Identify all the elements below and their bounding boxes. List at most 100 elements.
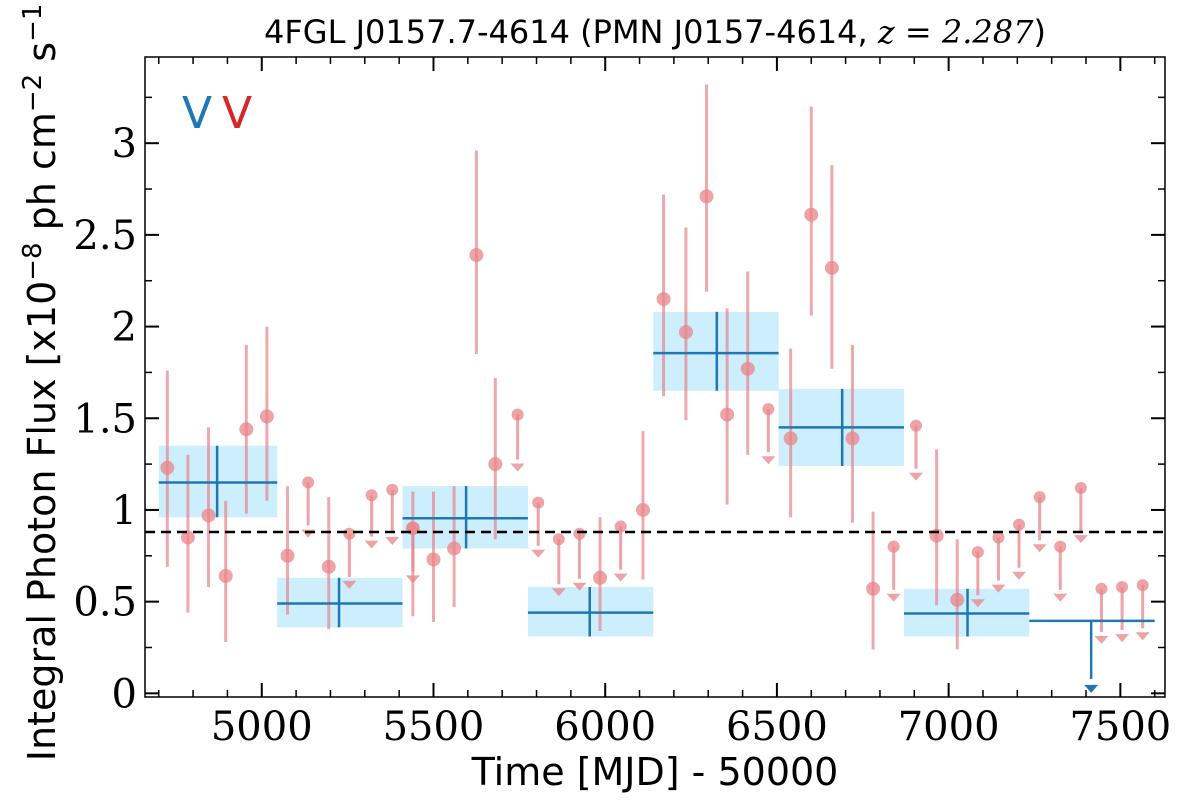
fine-point-2 — [201, 508, 216, 523]
x-tick-label-1: 5500 — [383, 704, 485, 750]
fine-point-17 — [699, 189, 714, 204]
fine-point-0 — [160, 460, 175, 475]
fine-upper-limit-arrow-13 — [970, 599, 985, 608]
chart-title-close: ) — [1033, 13, 1045, 51]
fine-upper-limit-arrow-2 — [364, 540, 379, 549]
fine-point-6 — [280, 548, 295, 563]
x-axis-label: Time [MJD] - 50000 — [471, 750, 839, 794]
fine-upper-limit-arrow-1 — [342, 580, 357, 589]
fine-upper-limit-marker-2 — [365, 489, 378, 502]
fine-point-26 — [950, 592, 965, 607]
fine-point-18 — [720, 407, 735, 422]
y-tick-label-4: 2 — [112, 305, 137, 351]
y-tick-label-2: 1 — [112, 488, 137, 534]
fine-upper-limit-arrow-4 — [405, 575, 420, 584]
fine-upper-limit-arrow-15 — [1012, 571, 1027, 580]
fine-upper-limit-arrow-6 — [531, 549, 546, 558]
binned-upper-limit-arrow-0 — [1084, 684, 1099, 693]
fine-point-10 — [447, 541, 462, 556]
fine-point-12 — [488, 457, 503, 472]
y-axis-label-unit: ph cm — [20, 112, 64, 242]
fine-point-24 — [866, 581, 881, 596]
fine-upper-limit-marker-21 — [1136, 579, 1149, 592]
fine-point-3 — [218, 568, 233, 583]
fine-upper-limit-arrow-21 — [1135, 632, 1150, 641]
fine-upper-limit-marker-5 — [511, 408, 524, 421]
fine-upper-limit-arrow-20 — [1115, 634, 1130, 643]
fine-upper-limit-arrow-14 — [991, 584, 1006, 593]
y-axis-label: Integral Photon Flux [x10−8 ph cm−2 s−1] — [18, 0, 64, 761]
y-tick-label-5: 2.5 — [73, 213, 137, 259]
fine-upper-limit-arrow-9 — [613, 573, 628, 582]
fine-upper-limit-marker-6 — [532, 496, 545, 509]
fine-point-15 — [656, 292, 671, 307]
series-tag-1: V — [222, 88, 252, 139]
fine-point-23 — [845, 431, 860, 446]
fine-upper-limit-arrow-12 — [909, 472, 924, 481]
y-axis-label-unit-exp: −2 — [18, 74, 48, 112]
y-tick-label-6: 3 — [112, 121, 137, 167]
plot-frame — [144, 56, 1166, 698]
x-tick-label-5: 7500 — [1069, 704, 1171, 750]
fine-upper-limit-marker-19 — [1095, 582, 1108, 595]
fine-upper-limit-marker-3 — [386, 483, 399, 496]
fine-point-7 — [321, 559, 336, 574]
series-tag-0: V — [182, 88, 212, 139]
fine-upper-limit-arrow-17 — [1053, 593, 1068, 602]
fine-point-20 — [783, 431, 798, 446]
fine-upper-limit-marker-17 — [1054, 540, 1067, 553]
fine-upper-limit-arrow-8 — [572, 582, 587, 591]
fine-upper-limit-arrow-11 — [886, 593, 901, 602]
y-axis-label-s: s — [20, 42, 64, 74]
fine-upper-limit-marker-7 — [552, 533, 565, 546]
fine-point-14 — [635, 502, 650, 517]
fine-upper-limit-marker-1 — [343, 527, 356, 540]
fine-upper-limit-marker-11 — [887, 540, 900, 553]
fine-upper-limit-marker-0 — [302, 476, 315, 489]
fine-upper-limit-arrow-16 — [1032, 544, 1047, 553]
y-tick-label-1: 0.5 — [73, 580, 137, 626]
y-tick-label-3: 1.5 — [73, 396, 137, 442]
fine-point-21 — [804, 207, 819, 222]
fine-upper-limit-marker-12 — [910, 419, 923, 432]
fine-upper-limit-arrow-5 — [510, 463, 525, 472]
fine-upper-limit-arrow-18 — [1073, 535, 1088, 544]
fine-point-4 — [239, 422, 254, 437]
fine-point-5 — [259, 409, 274, 424]
fine-point-22 — [824, 260, 839, 275]
fine-upper-limit-arrow-10 — [761, 456, 776, 465]
axes: 5000 5500 6000 6500 7000 7500 0 0.5 1 1.5 2 2.5 3 — [73, 56, 1171, 750]
y-axis-label-s-exp: −1 — [18, 4, 48, 42]
x-tick-label-4: 7000 — [898, 704, 1000, 750]
x-tick-label-0: 5000 — [211, 704, 313, 750]
fine-point-16 — [678, 325, 693, 340]
fine-upper-limit-marker-8 — [573, 527, 586, 540]
y-axis-label-close: ] — [20, 0, 64, 4]
fine-upper-limit-arrow-7 — [551, 588, 566, 597]
fine-upper-limit-marker-18 — [1074, 481, 1087, 494]
fine-point-19 — [740, 361, 755, 376]
y-axis-label-exp: −8 — [18, 242, 48, 280]
fine-point-9 — [426, 552, 441, 567]
fine-upper-limit-marker-20 — [1116, 580, 1129, 593]
x-tick-label-3: 6500 — [726, 704, 828, 750]
fine-upper-limit-arrow-3 — [385, 536, 400, 545]
fine-upper-limit-marker-16 — [1033, 491, 1046, 504]
chart-title: 4FGL J0157.7-4614 (PMN J0157-4614, z = 2… — [264, 13, 1046, 51]
x-tick-label-2: 6000 — [554, 704, 656, 750]
fine-upper-limit-marker-10 — [762, 403, 775, 416]
fine-point-11 — [469, 248, 484, 263]
y-axis-label-main: Integral Photon Flux [x10 — [20, 281, 64, 762]
chart-title-main: 4FGL J0157.7-4614 (PMN J0157-4614, — [264, 13, 878, 51]
fine-upper-limit-marker-9 — [614, 520, 627, 533]
fine-upper-limit-marker-15 — [1013, 518, 1026, 531]
chart-title-redshift: z = 2.287 — [877, 13, 1034, 51]
fine-upper-limit-arrow-19 — [1094, 635, 1109, 644]
fine-upper-limit-marker-13 — [971, 546, 984, 559]
fine-upper-limit-marker-14 — [992, 531, 1005, 544]
fine-point-1 — [180, 530, 195, 545]
fine-point-13 — [593, 570, 608, 585]
